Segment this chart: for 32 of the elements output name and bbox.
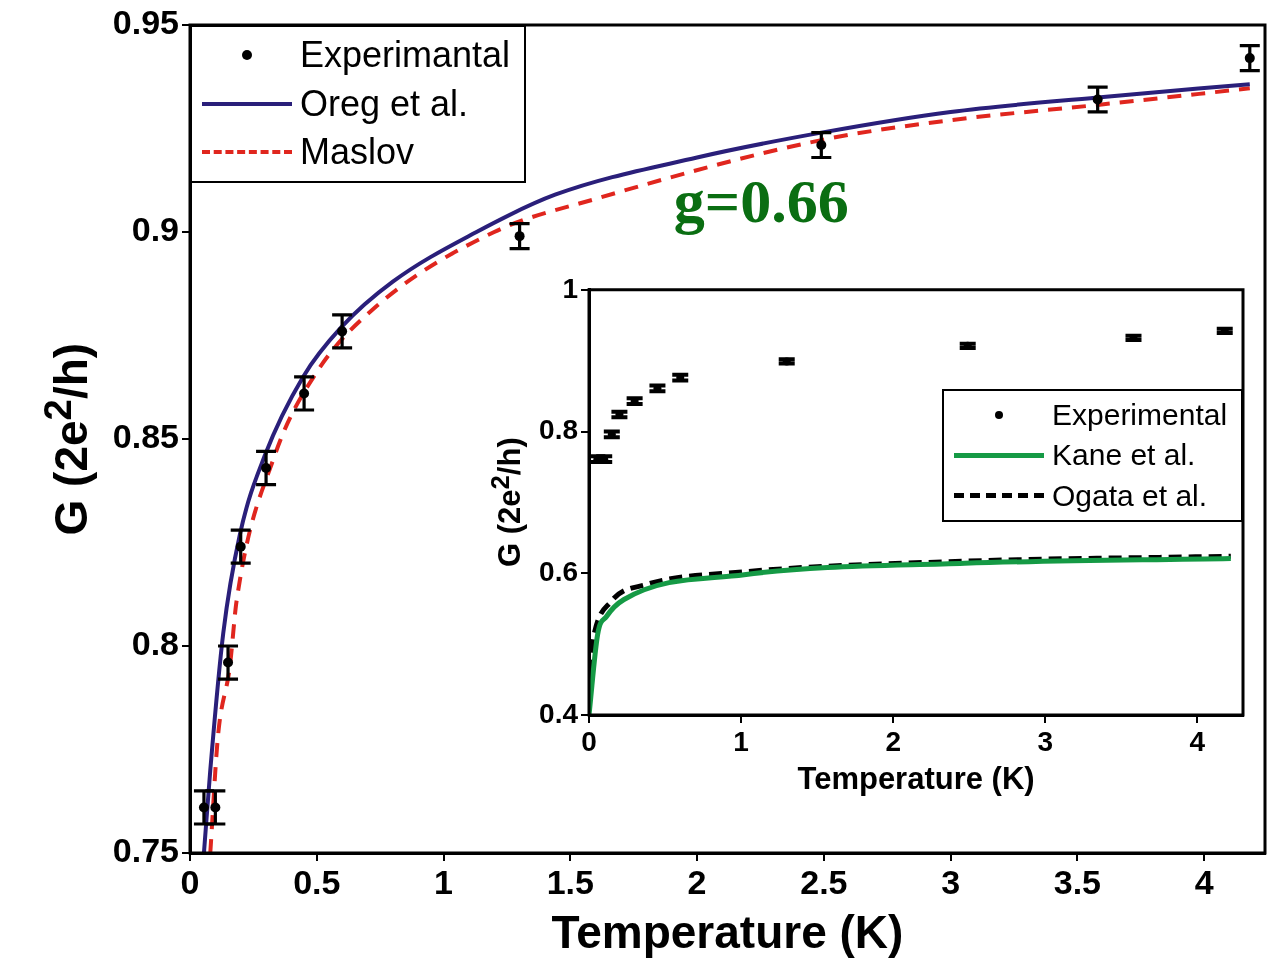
annotation: g=0.66 [673, 165, 849, 237]
y-tick-label: 0.85 [112, 417, 179, 456]
x-tick-label: 3 [941, 862, 961, 901]
y-tick-label: 0.6 [539, 555, 578, 587]
y-tick-label: 0.8 [131, 624, 179, 663]
x-tick-label: 2.5 [800, 862, 848, 901]
x-tick-label: 0.5 [293, 862, 341, 901]
y-tick-label: 1 [562, 272, 578, 304]
legend-label: Oreg et al. [300, 82, 469, 125]
x-tick-label: 3 [1037, 725, 1054, 757]
x-tick-label: 4 [1194, 862, 1214, 901]
y-tick-label: 0.4 [539, 697, 579, 729]
y-tick-label: 0.8 [539, 414, 578, 446]
x-tick-label: 1 [434, 862, 453, 901]
legend-label: Ogata et al. [1052, 478, 1208, 513]
legend-label: Kane et al. [1052, 438, 1196, 473]
x-tick-label: 4 [1189, 725, 1206, 757]
x-tick-label: 3.5 [1053, 862, 1102, 901]
x-tick-label: 0 [180, 862, 200, 901]
x-tick-label: 2 [687, 862, 707, 901]
x-tick-label: 0 [581, 725, 597, 757]
x-tick-label: 1.5 [546, 862, 594, 901]
x-tick-label: 1 [733, 725, 749, 757]
legend-label: Experimantal [300, 34, 511, 77]
x-tick-label: 2 [885, 725, 901, 757]
legend-label: Experimental [1052, 397, 1228, 432]
legend-label: Maslov [300, 131, 415, 174]
y-tick-label: 0.9 [131, 210, 179, 249]
y-tick-label: 0.95 [112, 3, 179, 42]
y-tick-label: 0.75 [112, 831, 179, 870]
x-axis-title: Temperature (K) [797, 761, 1035, 797]
x-axis-title: Temperature (K) [551, 905, 904, 959]
